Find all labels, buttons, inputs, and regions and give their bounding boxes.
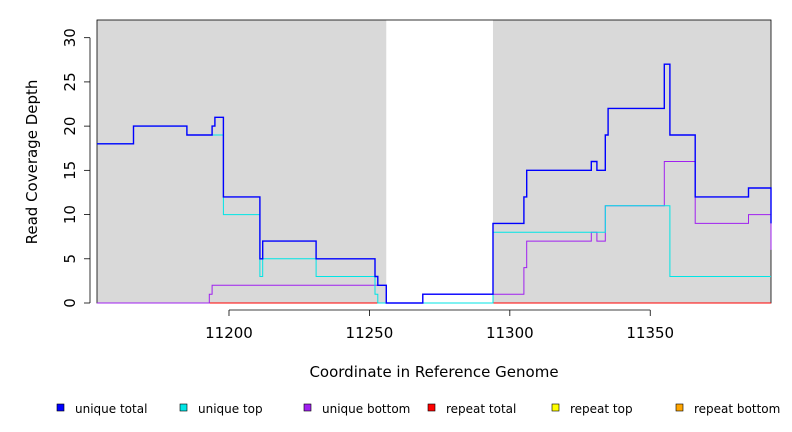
y-tick-label-15: 15 bbox=[61, 161, 79, 180]
legend-swatch-repeat-top bbox=[551, 403, 560, 412]
y-axis-label: Read Coverage Depth bbox=[23, 80, 41, 245]
legend-swatch-repeat-bottom bbox=[675, 403, 684, 412]
shaded-region-0 bbox=[97, 20, 387, 303]
legend-label-unique-top: unique top bbox=[198, 402, 263, 416]
y-axis: 0 5 10 15 20 25 30 bbox=[61, 28, 91, 308]
y-tick-label-5: 5 bbox=[61, 254, 79, 264]
legend-label-repeat-total: repeat total bbox=[446, 402, 516, 416]
series-unique-total bbox=[97, 63, 772, 304]
legend: unique total unique top unique bottom repea… bbox=[56, 402, 780, 416]
y-tick-label-10: 10 bbox=[61, 205, 79, 224]
legend-swatch-unique-total bbox=[56, 403, 65, 412]
x-axis: 11200 11250 11300 11350 bbox=[205, 309, 674, 342]
series-layer bbox=[97, 63, 772, 304]
legend-label-repeat-bottom: repeat bottom bbox=[694, 402, 780, 416]
x-tick-label-11200: 11200 bbox=[205, 324, 253, 342]
y-tick-label-25: 25 bbox=[61, 72, 79, 91]
x-tick-label-11300: 11300 bbox=[486, 324, 534, 342]
legend-swatch-repeat-total bbox=[427, 403, 436, 412]
legend-label-repeat-top: repeat top bbox=[570, 402, 633, 416]
y-tick-label-30: 30 bbox=[61, 28, 79, 47]
legend-label-unique-bottom: unique bottom bbox=[322, 402, 410, 416]
legend-swatch-unique-top bbox=[179, 403, 188, 412]
y-tick-label-20: 20 bbox=[61, 117, 79, 136]
legend-label-unique-total: unique total bbox=[75, 402, 147, 416]
legend-swatch-unique-bottom bbox=[303, 403, 312, 412]
x-tick-label-11350: 11350 bbox=[626, 324, 674, 342]
x-tick-label-11250: 11250 bbox=[346, 324, 394, 342]
series-unique-bottom bbox=[97, 161, 772, 304]
y-tick-label-0: 0 bbox=[61, 298, 79, 308]
x-axis-label: Coordinate in Reference Genome bbox=[309, 363, 558, 381]
shaded-region-1 bbox=[492, 20, 771, 303]
shaded-regions bbox=[97, 20, 771, 303]
